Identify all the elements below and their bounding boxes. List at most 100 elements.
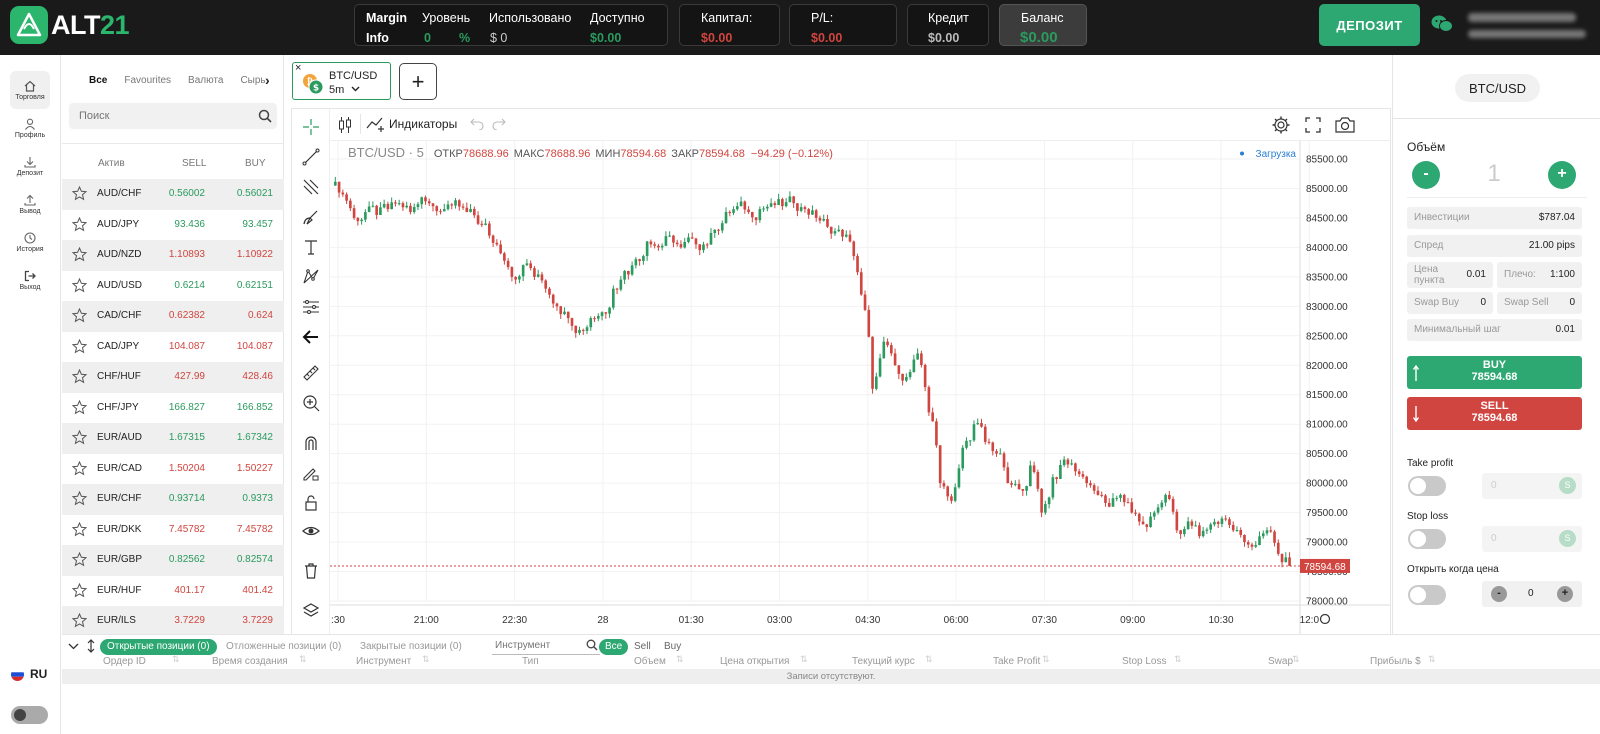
volume-minus-button[interactable]: - bbox=[1412, 161, 1440, 189]
star-icon[interactable] bbox=[72, 216, 87, 232]
market-buy-price[interactable]: 3.7229 bbox=[242, 615, 273, 626]
candle-body[interactable] bbox=[555, 303, 559, 307]
sort-icon[interactable]: ⇅ bbox=[172, 654, 180, 664]
candle-body[interactable] bbox=[901, 373, 904, 381]
candle-body[interactable] bbox=[1216, 521, 1220, 524]
candle-body[interactable] bbox=[713, 229, 717, 234]
candle-body[interactable] bbox=[412, 207, 416, 213]
star-icon[interactable] bbox=[72, 399, 87, 415]
candle-body[interactable] bbox=[596, 315, 600, 319]
candle-body[interactable] bbox=[724, 212, 728, 224]
resize-handle-icon[interactable] bbox=[87, 639, 95, 653]
market-buy-price[interactable]: 1.50227 bbox=[236, 462, 273, 474]
candle-body[interactable] bbox=[1288, 557, 1291, 566]
candle-body[interactable] bbox=[1070, 463, 1073, 465]
candle-body[interactable] bbox=[867, 309, 871, 337]
star-icon[interactable] bbox=[72, 430, 87, 445]
open-when-value[interactable]: 0 bbox=[1528, 588, 1534, 599]
candle-body[interactable] bbox=[942, 483, 946, 487]
brush-icon[interactable] bbox=[299, 205, 323, 229]
candle-body[interactable] bbox=[1006, 467, 1010, 484]
tabs-scroll-right-icon[interactable]: › bbox=[265, 72, 270, 88]
chart-tab-btcusd[interactable]: × ₿$ BTC/USD 5m bbox=[292, 62, 391, 100]
candle-body[interactable] bbox=[337, 181, 341, 193]
candle-body[interactable] bbox=[1209, 524, 1212, 530]
candle-body[interactable] bbox=[645, 241, 649, 257]
candle-body[interactable] bbox=[420, 197, 424, 205]
candle-body[interactable] bbox=[465, 207, 469, 213]
candle-body[interactable] bbox=[923, 364, 927, 388]
candle-body[interactable] bbox=[589, 318, 593, 328]
candle-body[interactable] bbox=[371, 205, 375, 207]
candle-body[interactable] bbox=[450, 204, 454, 206]
orders-col-header[interactable]: Take Profit bbox=[993, 656, 1041, 667]
nav-item-trading[interactable]: Торговля bbox=[10, 71, 50, 109]
candle-body[interactable] bbox=[841, 229, 844, 237]
candle-body[interactable] bbox=[1013, 483, 1017, 485]
market-buy-price[interactable]: 0.56021 bbox=[236, 188, 273, 199]
nav-item-logout[interactable]: Выход bbox=[10, 261, 50, 299]
star-icon[interactable] bbox=[72, 247, 87, 262]
candle-body[interactable] bbox=[585, 327, 589, 331]
candle-body[interactable] bbox=[818, 217, 822, 221]
candle-body[interactable] bbox=[491, 235, 495, 243]
tab-pending-positions[interactable]: Отложенные позиции (0) bbox=[226, 641, 342, 652]
candle-body[interactable] bbox=[439, 211, 442, 213]
candle-body[interactable] bbox=[461, 206, 465, 208]
candle-body[interactable] bbox=[1190, 521, 1194, 526]
candle-body[interactable] bbox=[1246, 542, 1250, 545]
candle-body[interactable] bbox=[1122, 494, 1126, 503]
market-sell-price[interactable]: 7.45782 bbox=[168, 523, 205, 535]
candle-body[interactable] bbox=[454, 200, 457, 206]
candle-body[interactable] bbox=[593, 318, 596, 320]
deposit-button[interactable]: ДЕПОЗИТ bbox=[1319, 4, 1420, 46]
layers-icon[interactable] bbox=[299, 599, 323, 623]
candle-body[interactable] bbox=[1017, 483, 1021, 490]
text-tool-icon[interactable] bbox=[299, 235, 323, 259]
time-axis-settings-icon[interactable] bbox=[1319, 613, 1331, 625]
candle-body[interactable] bbox=[581, 329, 585, 331]
candle-body[interactable] bbox=[874, 376, 878, 389]
candle-body[interactable] bbox=[781, 199, 784, 207]
candle-body[interactable] bbox=[698, 244, 702, 251]
candle-body[interactable] bbox=[1029, 465, 1032, 487]
candle-body[interactable] bbox=[1175, 511, 1179, 531]
ruler-icon[interactable] bbox=[299, 361, 323, 385]
orders-col-header[interactable]: Инструмент bbox=[356, 656, 412, 667]
candle-body[interactable] bbox=[341, 192, 345, 195]
candle-body[interactable] bbox=[856, 256, 859, 273]
candle-body[interactable] bbox=[360, 219, 363, 222]
market-sell-price[interactable]: 1.10893 bbox=[168, 249, 205, 260]
candle-body[interactable] bbox=[375, 205, 378, 215]
orders-col-header[interactable]: Ордер ID bbox=[103, 656, 146, 667]
candle-body[interactable] bbox=[566, 311, 570, 319]
candle-body[interactable] bbox=[1040, 488, 1043, 513]
market-buy-price[interactable]: 401.42 bbox=[242, 584, 273, 596]
candle-body[interactable] bbox=[660, 245, 664, 248]
candle-body[interactable] bbox=[1183, 529, 1186, 535]
candle-body[interactable] bbox=[1168, 494, 1171, 499]
sell-button[interactable]: SELL 78594.68 bbox=[1407, 397, 1582, 430]
drawing-lock-pencil-icon[interactable] bbox=[299, 461, 323, 485]
candle-body[interactable] bbox=[386, 203, 390, 210]
market-buy-price[interactable]: 0.82574 bbox=[236, 554, 273, 565]
candle-body[interactable] bbox=[920, 353, 923, 365]
candle-body[interactable] bbox=[702, 244, 705, 251]
candle-body[interactable] bbox=[995, 451, 998, 454]
candle-body[interactable] bbox=[416, 204, 420, 208]
sort-icon[interactable]: ⇅ bbox=[422, 654, 430, 664]
candle-body[interactable] bbox=[1096, 490, 1100, 495]
candle-body[interactable] bbox=[1205, 529, 1209, 531]
candle-body[interactable] bbox=[705, 244, 709, 246]
candle-body[interactable] bbox=[1273, 531, 1276, 543]
candle-body[interactable] bbox=[525, 263, 529, 266]
nav-item-history[interactable]: История bbox=[10, 223, 50, 261]
user-profile[interactable] bbox=[1468, 8, 1590, 42]
market-buy-price[interactable]: 93.457 bbox=[242, 218, 273, 230]
candle-body[interactable] bbox=[675, 242, 679, 245]
add-chart-tab-button[interactable]: + bbox=[399, 63, 437, 100]
candle-body[interactable] bbox=[709, 233, 713, 245]
candle-body[interactable] bbox=[972, 424, 976, 441]
pattern-tool-icon[interactable] bbox=[299, 265, 323, 289]
candle-body[interactable] bbox=[743, 201, 747, 210]
